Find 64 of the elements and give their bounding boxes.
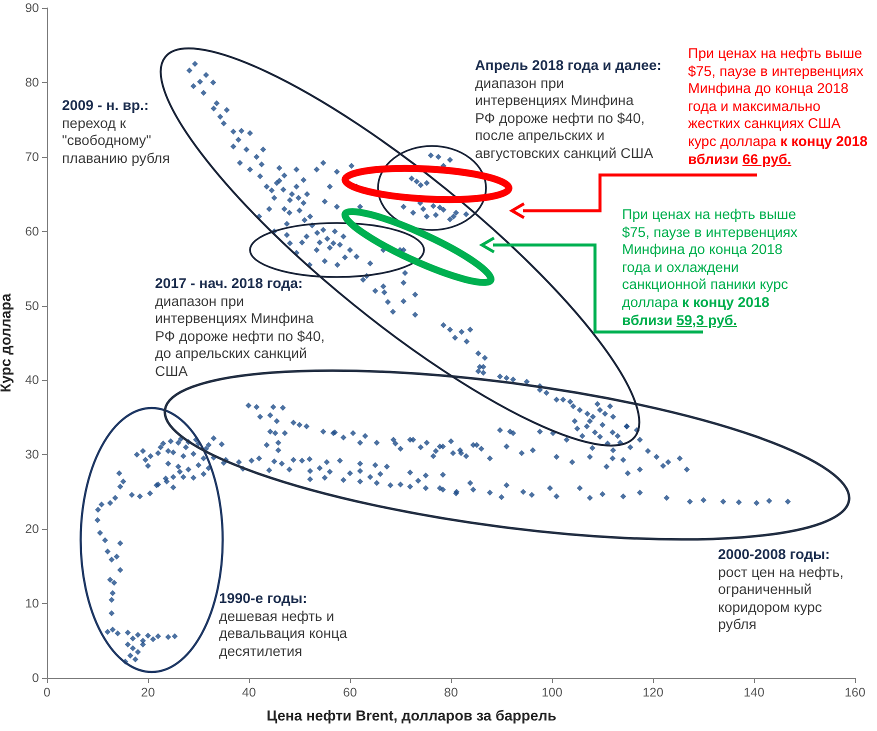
annotation: 2017 - нач. 2018 года: <box>155 276 303 294</box>
annotation: года и охлаждени <box>622 260 739 278</box>
annotation: диапазон при <box>155 294 244 312</box>
annotation: десятилетия <box>219 644 302 662</box>
annotation: $75, паузе в интервенциях <box>622 224 798 242</box>
annotation: 66 руб. <box>742 152 792 170</box>
annotation: РФ дороже нефти по $40, <box>155 328 325 346</box>
y-tick-label: 90 <box>25 1 40 15</box>
annotation: дешевая нефть и <box>219 608 334 626</box>
annotation: интервенциях Минфина <box>155 311 314 329</box>
annotation: до апрельских санкций <box>155 346 307 364</box>
x-tick-label: 140 <box>744 686 764 700</box>
annotation: ограниченный <box>718 582 812 600</box>
y-tick-label: 20 <box>25 522 40 536</box>
annotation: 2009 - н. вр.: <box>62 98 149 116</box>
annotation: РФ дороже нефти по $40, <box>475 110 645 128</box>
annotation: Апрель 2018 года и далее: <box>475 58 662 76</box>
x-tick-label: 20 <box>141 686 155 700</box>
y-tick-label: 70 <box>25 150 40 164</box>
annotation: жестких санкциях США <box>688 116 841 134</box>
x-tick-label: 60 <box>343 686 357 700</box>
annotation: диапазон при <box>475 76 564 94</box>
x-tick-label: 100 <box>542 686 562 700</box>
y-tick-label: 60 <box>25 224 40 238</box>
annotation: 59,3 руб. <box>676 312 738 330</box>
annotation: $75, паузе в интервенциях <box>688 64 864 82</box>
x-tick-label: 160 <box>844 686 866 700</box>
y-tick-label: 0 <box>32 671 40 685</box>
annotation: 1990-е годы: <box>219 591 308 609</box>
annotation: интервенциях Минфина <box>475 93 634 111</box>
annotation: санкционной паники курс <box>622 277 788 295</box>
y-axis-title: Курс доллара <box>0 292 14 392</box>
annotation: девальвация конца <box>219 626 348 644</box>
annotation: августовских санкций США <box>475 146 654 164</box>
annotation: Минфина до конца 2018 <box>622 242 783 260</box>
annotation: курс доллара <box>688 134 776 152</box>
y-tick-label: 80 <box>25 75 40 90</box>
annotation: "свободному" <box>62 133 152 151</box>
y-tick-label: 10 <box>25 596 40 611</box>
x-tick-label: 0 <box>44 686 51 700</box>
annotation: рост цен на нефть, <box>718 564 844 582</box>
annotation: 2000-2008 годы: <box>718 547 830 565</box>
y-tick-label: 40 <box>25 373 40 388</box>
annotation: переход к <box>62 116 126 134</box>
annotation: плаванию рубля <box>62 150 170 168</box>
annotation: года и максимально <box>688 98 820 116</box>
y-tick-label: 30 <box>25 448 40 462</box>
x-tick-label: 80 <box>444 686 458 700</box>
annotation: доллара <box>622 294 678 313</box>
annotation: При ценах на нефть выше <box>622 207 796 225</box>
y-tick-label: 50 <box>25 298 40 313</box>
annotation: При ценах на нефть выше <box>688 46 862 64</box>
annotation: после апрельских и <box>475 128 605 146</box>
annotation: вблизи <box>622 312 672 330</box>
x-tick-label: 120 <box>642 686 664 700</box>
annotation: США <box>155 364 188 382</box>
annotation: вблизи <box>688 152 738 170</box>
annotation: рубля <box>718 617 756 635</box>
annotation: к концу 2018 <box>780 134 868 152</box>
annotation: Минфина до конца 2018 <box>688 81 849 99</box>
annotation: к концу 2018 <box>682 294 770 313</box>
annotation: коридором курс <box>718 600 822 618</box>
x-tick-label: 40 <box>242 686 256 700</box>
x-axis-title: Цена нефти Brent, долларов за баррель <box>266 708 556 724</box>
